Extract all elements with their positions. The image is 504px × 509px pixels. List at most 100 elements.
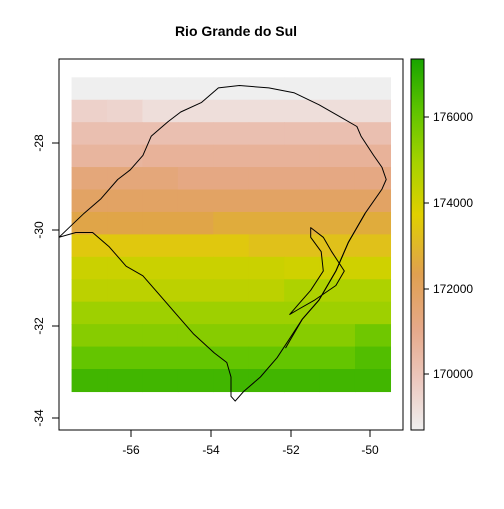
raster-cell — [249, 122, 285, 145]
x-tick-label: -50 — [361, 443, 379, 457]
raster-cell — [249, 167, 285, 190]
raster-cell — [213, 212, 249, 235]
raster-cell — [320, 122, 356, 145]
raster-cell — [107, 369, 143, 392]
raster-cell — [72, 369, 108, 392]
legend-tick-label: 174000 — [433, 196, 473, 210]
raster-cell — [72, 100, 108, 123]
raster-cell — [284, 257, 320, 280]
raster-cell — [355, 145, 391, 168]
raster-cell — [320, 369, 356, 392]
raster-cell — [142, 257, 178, 280]
raster-cell — [72, 347, 108, 370]
raster-cell — [320, 234, 356, 257]
raster-cell — [142, 190, 178, 213]
raster-cell — [249, 77, 285, 100]
raster-cell — [284, 369, 320, 392]
raster-cell — [320, 347, 356, 370]
raster-cell — [355, 100, 391, 123]
raster-cell — [320, 212, 356, 235]
raster-cell — [178, 347, 214, 370]
raster-cell — [142, 279, 178, 302]
y-axis: -28 -30 -32 -34 — [32, 134, 59, 427]
raster-cell — [249, 257, 285, 280]
raster-cell — [284, 167, 320, 190]
raster-cell — [72, 212, 108, 235]
raster-cell — [249, 212, 285, 235]
raster-cell — [284, 347, 320, 370]
raster-cell — [213, 190, 249, 213]
raster-cell — [213, 167, 249, 190]
raster-cell — [213, 347, 249, 370]
raster-cell — [72, 167, 108, 190]
raster-cell — [320, 145, 356, 168]
raster-cell — [107, 190, 143, 213]
raster-cell — [355, 77, 391, 100]
raster-cell — [142, 167, 178, 190]
raster-cell — [284, 145, 320, 168]
raster-cell — [355, 369, 391, 392]
legend-colorbar — [411, 59, 424, 430]
raster-cell — [249, 302, 285, 325]
raster-cell — [249, 369, 285, 392]
raster-cell — [72, 145, 108, 168]
raster-cell — [213, 257, 249, 280]
y-tick-label: -32 — [32, 317, 46, 335]
chart-title: Rio Grande do Sul — [175, 23, 297, 39]
raster-cell — [72, 257, 108, 280]
raster-cell — [142, 369, 178, 392]
raster-cell — [142, 347, 178, 370]
raster-cell — [178, 212, 214, 235]
raster-cell — [284, 122, 320, 145]
raster-cell — [320, 167, 356, 190]
x-tick-label: -56 — [122, 443, 140, 457]
raster-cell — [107, 257, 143, 280]
raster-cell — [320, 100, 356, 123]
raster-cell — [355, 234, 391, 257]
raster-cell — [284, 212, 320, 235]
raster-cell — [213, 122, 249, 145]
raster-cell — [355, 190, 391, 213]
raster-cell — [107, 234, 143, 257]
raster-cell — [142, 234, 178, 257]
raster-cell — [142, 302, 178, 325]
raster-cell — [355, 302, 391, 325]
legend-tick-label: 170000 — [433, 367, 473, 381]
raster-cell — [320, 302, 356, 325]
raster-layer — [72, 77, 391, 392]
raster-cell — [249, 145, 285, 168]
raster-cell — [213, 145, 249, 168]
raster-cell — [249, 190, 285, 213]
raster-cell — [72, 234, 108, 257]
raster-cell — [107, 77, 143, 100]
raster-cell — [178, 145, 214, 168]
raster-cell — [178, 190, 214, 213]
raster-cell — [107, 324, 143, 347]
raster-cell — [107, 347, 143, 370]
x-axis: -56 -54 -52 -50 — [122, 430, 379, 457]
raster-cell — [320, 324, 356, 347]
raster-cell — [355, 347, 391, 370]
x-tick-label: -52 — [282, 443, 300, 457]
raster-cell — [107, 279, 143, 302]
raster-cell — [178, 167, 214, 190]
raster-cell — [249, 279, 285, 302]
raster-cell — [355, 212, 391, 235]
x-tick-label: -54 — [202, 443, 220, 457]
raster-cell — [355, 257, 391, 280]
raster-cell — [284, 279, 320, 302]
raster-cell — [107, 100, 143, 123]
raster-cell — [107, 122, 143, 145]
raster-cell — [284, 324, 320, 347]
raster-cell — [284, 190, 320, 213]
raster-cell — [284, 234, 320, 257]
raster-cell — [72, 324, 108, 347]
raster-cell — [72, 279, 108, 302]
raster-cell — [178, 369, 214, 392]
raster-cell — [107, 212, 143, 235]
raster-cell — [355, 324, 391, 347]
raster-cell — [107, 145, 143, 168]
raster-cell — [213, 100, 249, 123]
